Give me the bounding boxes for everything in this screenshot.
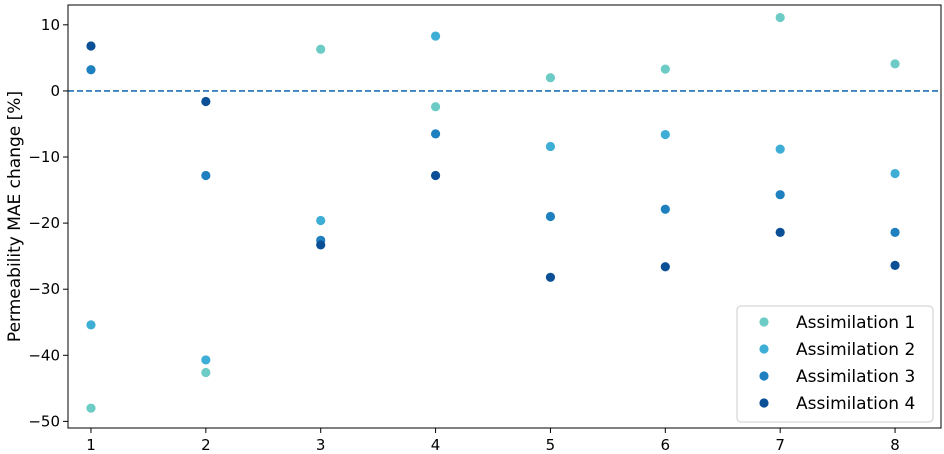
y-tick-label--40: −40	[28, 346, 60, 364]
point-assimilation-4-x1	[86, 41, 96, 51]
point-assimilation-3-x4	[430, 129, 441, 139]
point-assimilation-3-x8	[890, 227, 900, 237]
point-assimilation-2-x3	[316, 215, 326, 226]
point-assimilation-1-x4	[430, 102, 441, 112]
x-tick-label-8: 8	[890, 436, 900, 454]
point-assimilation-4-x2	[201, 96, 211, 107]
legend-marker-assimilation-1	[759, 317, 769, 327]
point-assimilation-3-x6	[660, 204, 670, 214]
point-assimilation-4-x4	[430, 170, 441, 181]
point-assimilation-4-x6	[660, 262, 670, 272]
point-assimilation-2-x4	[430, 31, 441, 41]
x-tick-label-6: 6	[661, 436, 671, 454]
legend-label-assimilation-2: Assimilation 2	[796, 340, 915, 360]
y-tick-label--20: −20	[28, 214, 60, 232]
x-tick-label-7: 7	[775, 436, 785, 454]
x-tick-label-2: 2	[201, 436, 211, 454]
y-tick-label-10: 10	[41, 16, 60, 34]
point-assimilation-3-x1	[86, 65, 96, 75]
y-tick-label-0: 0	[50, 82, 60, 100]
point-assimilation-1-x1	[86, 403, 96, 413]
y-tick-label--10: −10	[28, 148, 60, 166]
point-assimilation-3-x2	[201, 170, 211, 181]
legend-label-assimilation-4: Assimilation 4	[796, 394, 915, 414]
legend: Assimilation 1 Assimilation 2 Assimilation…	[736, 305, 934, 423]
plot-frame	[67, 4, 942, 429]
x-tick-label-4: 4	[431, 436, 441, 454]
legend-label-assimilation-1: Assimilation 1	[796, 313, 915, 333]
point-assimilation-2-x5	[545, 141, 556, 152]
x-tick-label-1: 1	[86, 436, 96, 454]
point-assimilation-2-x8	[890, 168, 900, 179]
legend-box	[736, 305, 934, 423]
y-tick-label--30: −30	[28, 280, 60, 298]
x-tick-label-5: 5	[546, 436, 556, 454]
legend-marker-assimilation-3	[759, 371, 769, 381]
point-assimilation-1-x6	[660, 64, 670, 74]
point-assimilation-1-x3	[316, 44, 326, 54]
legend-label-assimilation-3: Assimilation 3	[796, 367, 915, 387]
legend-marker-assimilation-4	[759, 398, 769, 408]
point-assimilation-2-x7	[775, 144, 785, 154]
point-assimilation-1-x5	[545, 73, 556, 83]
point-assimilation-1-x8	[890, 59, 900, 69]
point-assimilation-3-x7	[775, 190, 785, 200]
point-assimilation-2-x1	[86, 320, 96, 330]
point-assimilation-4-x8	[890, 260, 900, 271]
point-assimilation-3-x5	[545, 211, 556, 222]
point-assimilation-4-x7	[775, 227, 785, 237]
y-axis-label: Permeability MAE change [%]	[5, 91, 25, 342]
point-assimilation-4-x5	[545, 272, 556, 282]
point-assimilation-1-x7	[775, 12, 785, 23]
point-assimilation-1-x2	[201, 367, 211, 378]
point-assimilation-4-x3	[316, 240, 326, 250]
x-tick-label-3: 3	[316, 436, 326, 454]
point-assimilation-2-x6	[660, 129, 670, 140]
y-tick-label--50: −50	[28, 412, 60, 430]
point-assimilation-2-x2	[201, 355, 211, 365]
legend-marker-assimilation-2	[759, 344, 769, 354]
